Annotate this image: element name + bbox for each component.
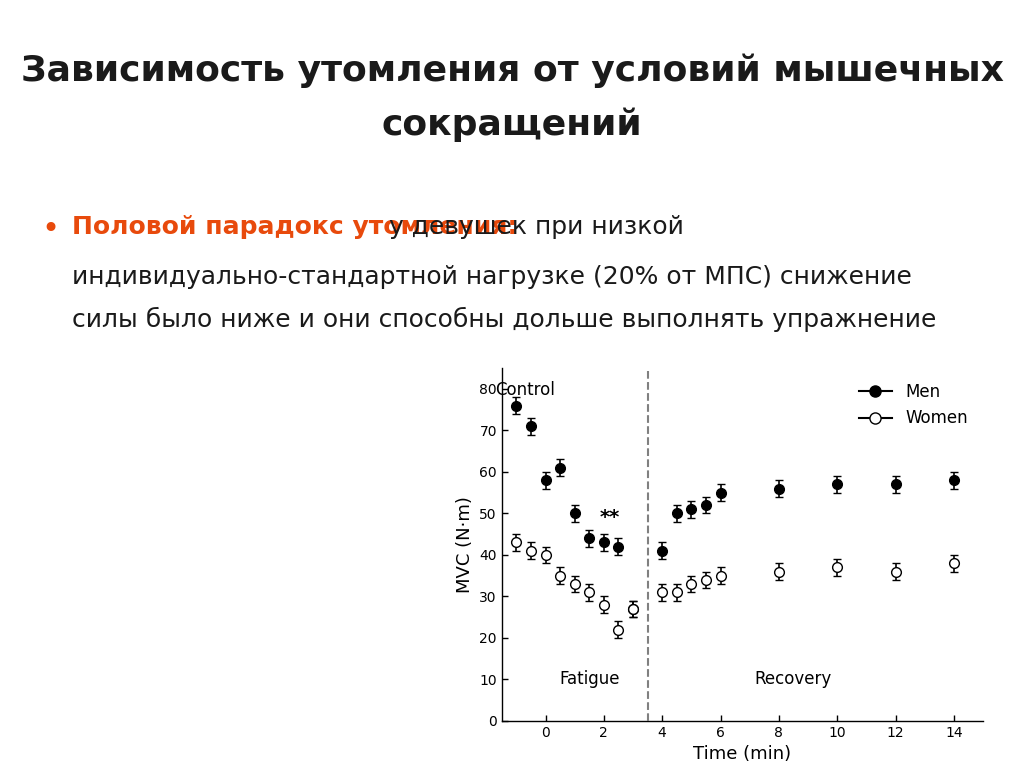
Text: сокращений: сокращений	[382, 107, 642, 142]
Text: Зависимость утомления от условий мышечных: Зависимость утомления от условий мышечны…	[20, 54, 1004, 88]
Text: Половой парадокс утомления:: Половой парадокс утомления:	[72, 215, 517, 239]
X-axis label: Time (min): Time (min)	[693, 746, 792, 763]
Text: силы было ниже и они способны дольше выполнять упражнение: силы было ниже и они способны дольше вып…	[72, 307, 936, 332]
Text: Fatigue: Fatigue	[559, 670, 620, 688]
Text: у девушек при низкой: у девушек при низкой	[389, 215, 684, 239]
Text: Control: Control	[496, 380, 555, 399]
Y-axis label: MVC (N·m): MVC (N·m)	[456, 496, 474, 593]
Text: индивидуально-стандартной нагрузке (20% от МПС) снижение: индивидуально-стандартной нагрузке (20% …	[72, 265, 911, 288]
Text: Recovery: Recovery	[755, 670, 833, 688]
Text: •: •	[41, 215, 59, 244]
Legend: Men, Women: Men, Women	[852, 377, 975, 434]
Text: **: **	[600, 508, 620, 527]
